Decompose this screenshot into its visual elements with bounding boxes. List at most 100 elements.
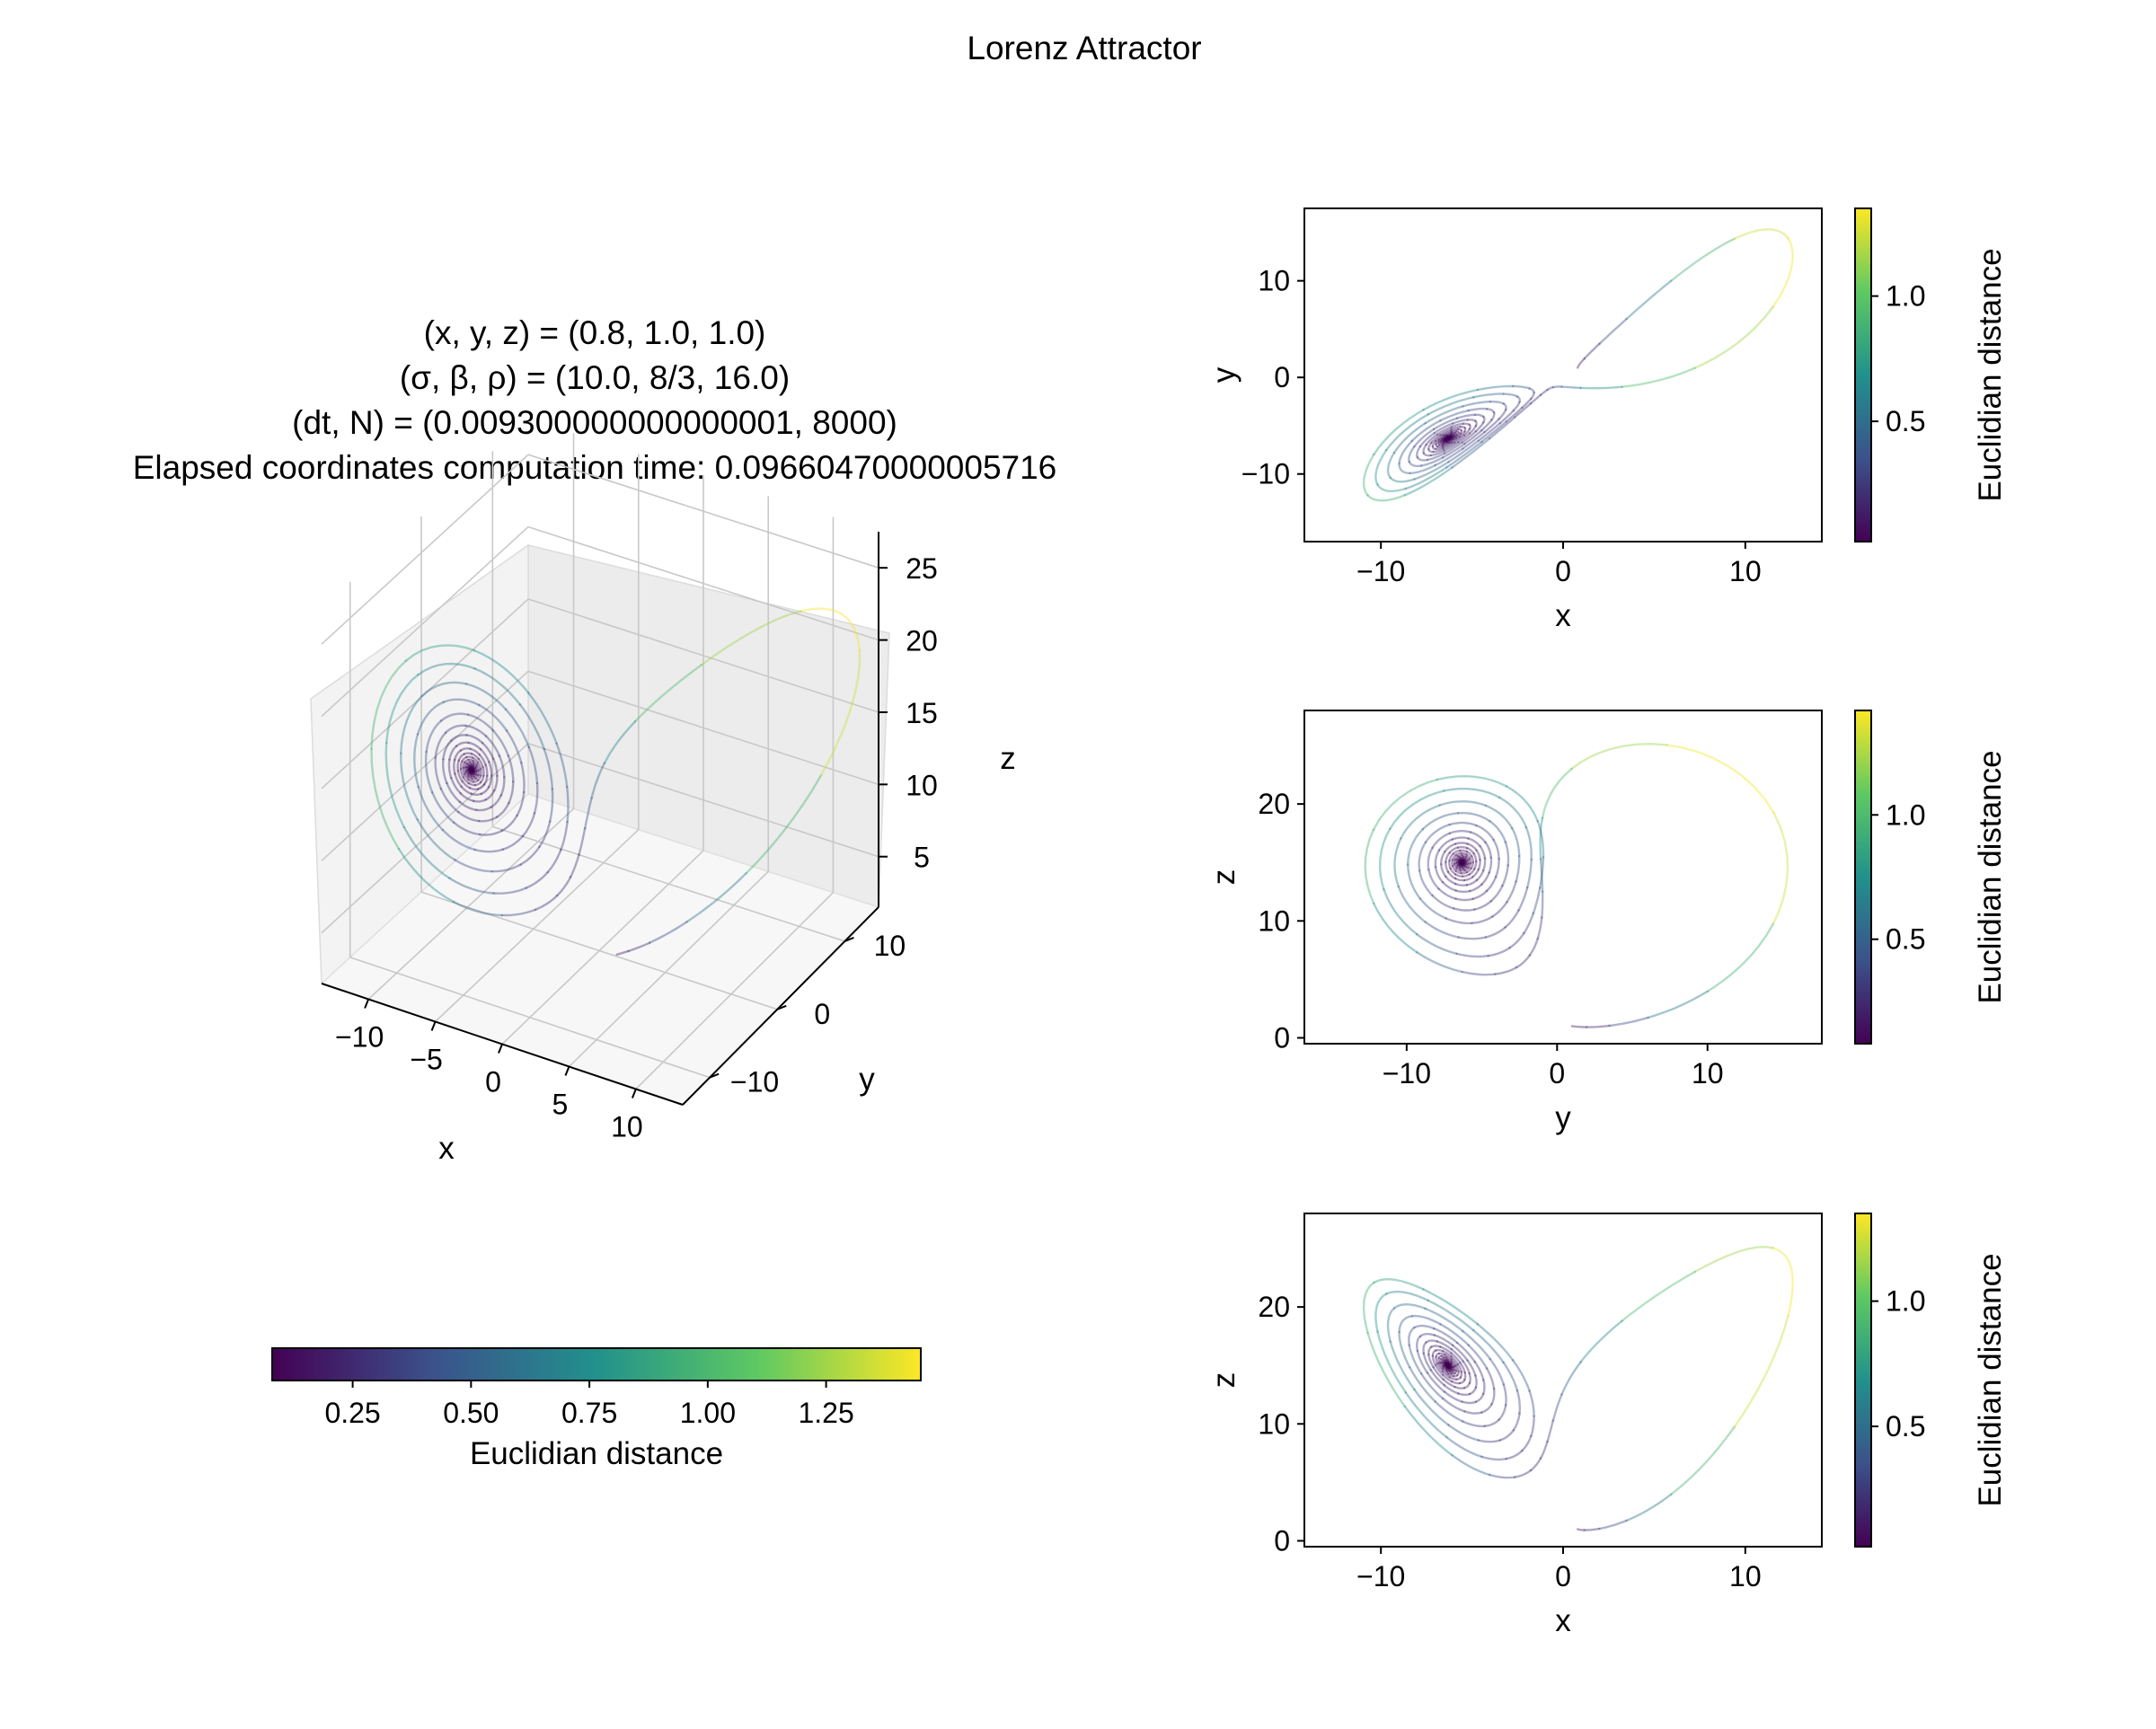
x-tick-label: −10 xyxy=(1356,555,1405,587)
panel-xy-trajectory-segment xyxy=(1671,239,1734,281)
panel-yz-trajectory-segment xyxy=(1454,908,1474,910)
panel-yz-trajectory-segment xyxy=(1491,886,1503,901)
panel-yz-trajectory-segment xyxy=(1444,789,1499,798)
panel-xz-trajectory-segment xyxy=(1417,1336,1420,1351)
panel-xz-trajectory-segment xyxy=(1378,1332,1406,1393)
panel-xz-trajectory-segment xyxy=(1427,1341,1437,1343)
colorbar-tick-label: 1.0 xyxy=(1886,280,1925,313)
3d-trajectory-segment xyxy=(483,767,484,776)
panel-xz-trajectory-segment xyxy=(1541,1442,1547,1459)
x-tick-label: 10 xyxy=(1692,1057,1724,1089)
panel-yz-trajectory-segment xyxy=(1445,862,1448,872)
panel-xy-trajectory-segment xyxy=(1388,453,1394,478)
panel-yz-trajectory-segment xyxy=(1512,828,1519,856)
3d-trajectory-segment xyxy=(454,760,455,773)
colorbar-tick-label: 0.25 xyxy=(324,1397,380,1429)
panel-yz-trajectory-segment xyxy=(1440,801,1486,806)
panel-xz-trajectory-segment xyxy=(1499,1405,1507,1419)
panel-yz-trajectory-segment xyxy=(1572,1027,1586,1028)
panel-yz-trajectory-segment xyxy=(1446,919,1472,923)
panel-xz-trajectory-segment xyxy=(1507,1451,1523,1459)
panel-xz-trajectory-segment xyxy=(1414,1326,1434,1328)
panel-xz-trajectory-segment xyxy=(1452,1381,1460,1383)
panel-xz-trajectory-segment xyxy=(1448,1425,1478,1441)
panel-xz-trajectory-segment xyxy=(1431,1346,1440,1347)
panel-yz-trajectory-segment xyxy=(1455,874,1462,876)
panel-yz-trajectory-segment xyxy=(1445,844,1455,852)
panel-xz-trajectory-segment xyxy=(1454,1387,1464,1389)
panel-yz-trajectory-segment xyxy=(1458,847,1467,848)
panel-yz-trajectory-segment xyxy=(1441,851,1445,864)
x-tick-mark xyxy=(565,1067,569,1076)
panel-yz-trajectory-segment xyxy=(1462,972,1496,975)
panel-xz-trajectory-segment xyxy=(1735,1316,1789,1427)
panel-xz-trajectory-segment xyxy=(1485,1420,1499,1426)
panel-yz-trajectory-segment xyxy=(1467,880,1477,886)
panel-xy-trajectory-segment xyxy=(1695,307,1773,368)
z-tick-label: 20 xyxy=(906,625,938,657)
3d-trajectory-segment xyxy=(458,761,459,772)
panel-xz-trajectory-segment xyxy=(1504,1384,1507,1405)
panel-xz-trajectory-segment xyxy=(1600,1521,1627,1529)
panel-xz-trajectory-segment xyxy=(1464,1411,1481,1413)
panel-yz-trajectory-segment xyxy=(1390,791,1444,829)
panel-xz-trajectory-segment xyxy=(1475,1376,1476,1388)
panel-xy-trajectory-segment xyxy=(1735,229,1789,238)
x-tick-label: 10 xyxy=(1729,555,1762,587)
panel-xy-trajectory-segment xyxy=(1418,457,1427,460)
panel-yz-trajectory-segment xyxy=(1374,780,1437,830)
panel-xz-trajectory-segment xyxy=(1695,1247,1773,1272)
y-tick-label: 0 xyxy=(814,998,830,1030)
panel-xz-trajectory-segment xyxy=(1481,1404,1491,1412)
panel-xz-trajectory-segment xyxy=(1530,1391,1534,1416)
panel-xy-trajectory-segment xyxy=(1400,463,1410,473)
panel-xz-trajectory-segment xyxy=(1462,1422,1484,1426)
panel-yz-trajectory-segment xyxy=(1464,877,1472,880)
z-tick-label: 5 xyxy=(914,842,930,874)
panel-yz-x-axis-label: y xyxy=(1555,1100,1571,1135)
panel-xy-colorbar-label: Euclidian distance xyxy=(1973,248,2008,501)
panel-xy-trajectory-segment xyxy=(1600,319,1627,344)
panel-yz-trajectory-segment xyxy=(1477,851,1480,860)
panel-xy-trajectory-segment xyxy=(1409,462,1421,466)
panel-xy-trajectory-segment xyxy=(1469,409,1487,410)
panel-yz-trajectory-segment xyxy=(1496,859,1499,877)
panel-xz-trajectory-segment xyxy=(1483,1380,1484,1394)
y-tick-label: 0 xyxy=(1274,1524,1290,1557)
panel-xz-trajectory-segment xyxy=(1553,1395,1562,1421)
panel-xz-trajectory-segment xyxy=(1424,1343,1427,1354)
colorbar-tick-label: 1.00 xyxy=(680,1397,736,1429)
panel-yz-trajectory-segment xyxy=(1380,829,1390,890)
panel-yz-trajectory-segment xyxy=(1477,825,1494,840)
panel-yz-frame xyxy=(1304,710,1822,1044)
panel-yz-trajectory-segment xyxy=(1519,887,1528,910)
panel-xy-trajectory-segment xyxy=(1541,390,1547,395)
panel-yz-colorbar-label: Euclidian distance xyxy=(1973,750,2008,1003)
x-tick-label: −10 xyxy=(335,1021,384,1054)
panel-yz-trajectory-segment xyxy=(1667,745,1774,813)
panel-xy-trajectory-segment xyxy=(1553,387,1562,388)
panel-xz-trajectory-segment xyxy=(1517,1390,1520,1413)
panel-yz-trajectory-segment xyxy=(1495,967,1516,975)
panel-xy-trajectory-segment xyxy=(1585,344,1600,359)
panel-yz-trajectory-segment xyxy=(1538,918,1542,939)
panel-xz-trajectory-segment xyxy=(1581,1321,1622,1363)
panel-xz-trajectory-segment xyxy=(1374,1279,1423,1289)
panel-xy-trajectory-segment xyxy=(1468,419,1476,420)
colorbar-tick-label: 0.75 xyxy=(561,1397,617,1429)
panel-xy-trajectory-segment xyxy=(1490,401,1504,403)
panel-xy-y-axis-label: y xyxy=(1206,366,1241,383)
panel-xy-trajectory-segment xyxy=(1405,468,1453,496)
panel-yz-colorbar xyxy=(1855,710,1871,1044)
panel-xy-trajectory-segment xyxy=(1423,390,1477,410)
panel-xz-trajectory-segment xyxy=(1531,1416,1533,1436)
figure-suptitle: Lorenz Attractor xyxy=(967,30,1201,66)
panel-xz-trajectory-segment xyxy=(1514,1414,1520,1431)
panel-yz-trajectory-segment xyxy=(1586,1026,1610,1028)
panel-yz-trajectory-segment xyxy=(1489,858,1491,873)
3d-trajectory-segment xyxy=(567,787,568,822)
panel-xy-trajectory-segment xyxy=(1773,238,1793,306)
